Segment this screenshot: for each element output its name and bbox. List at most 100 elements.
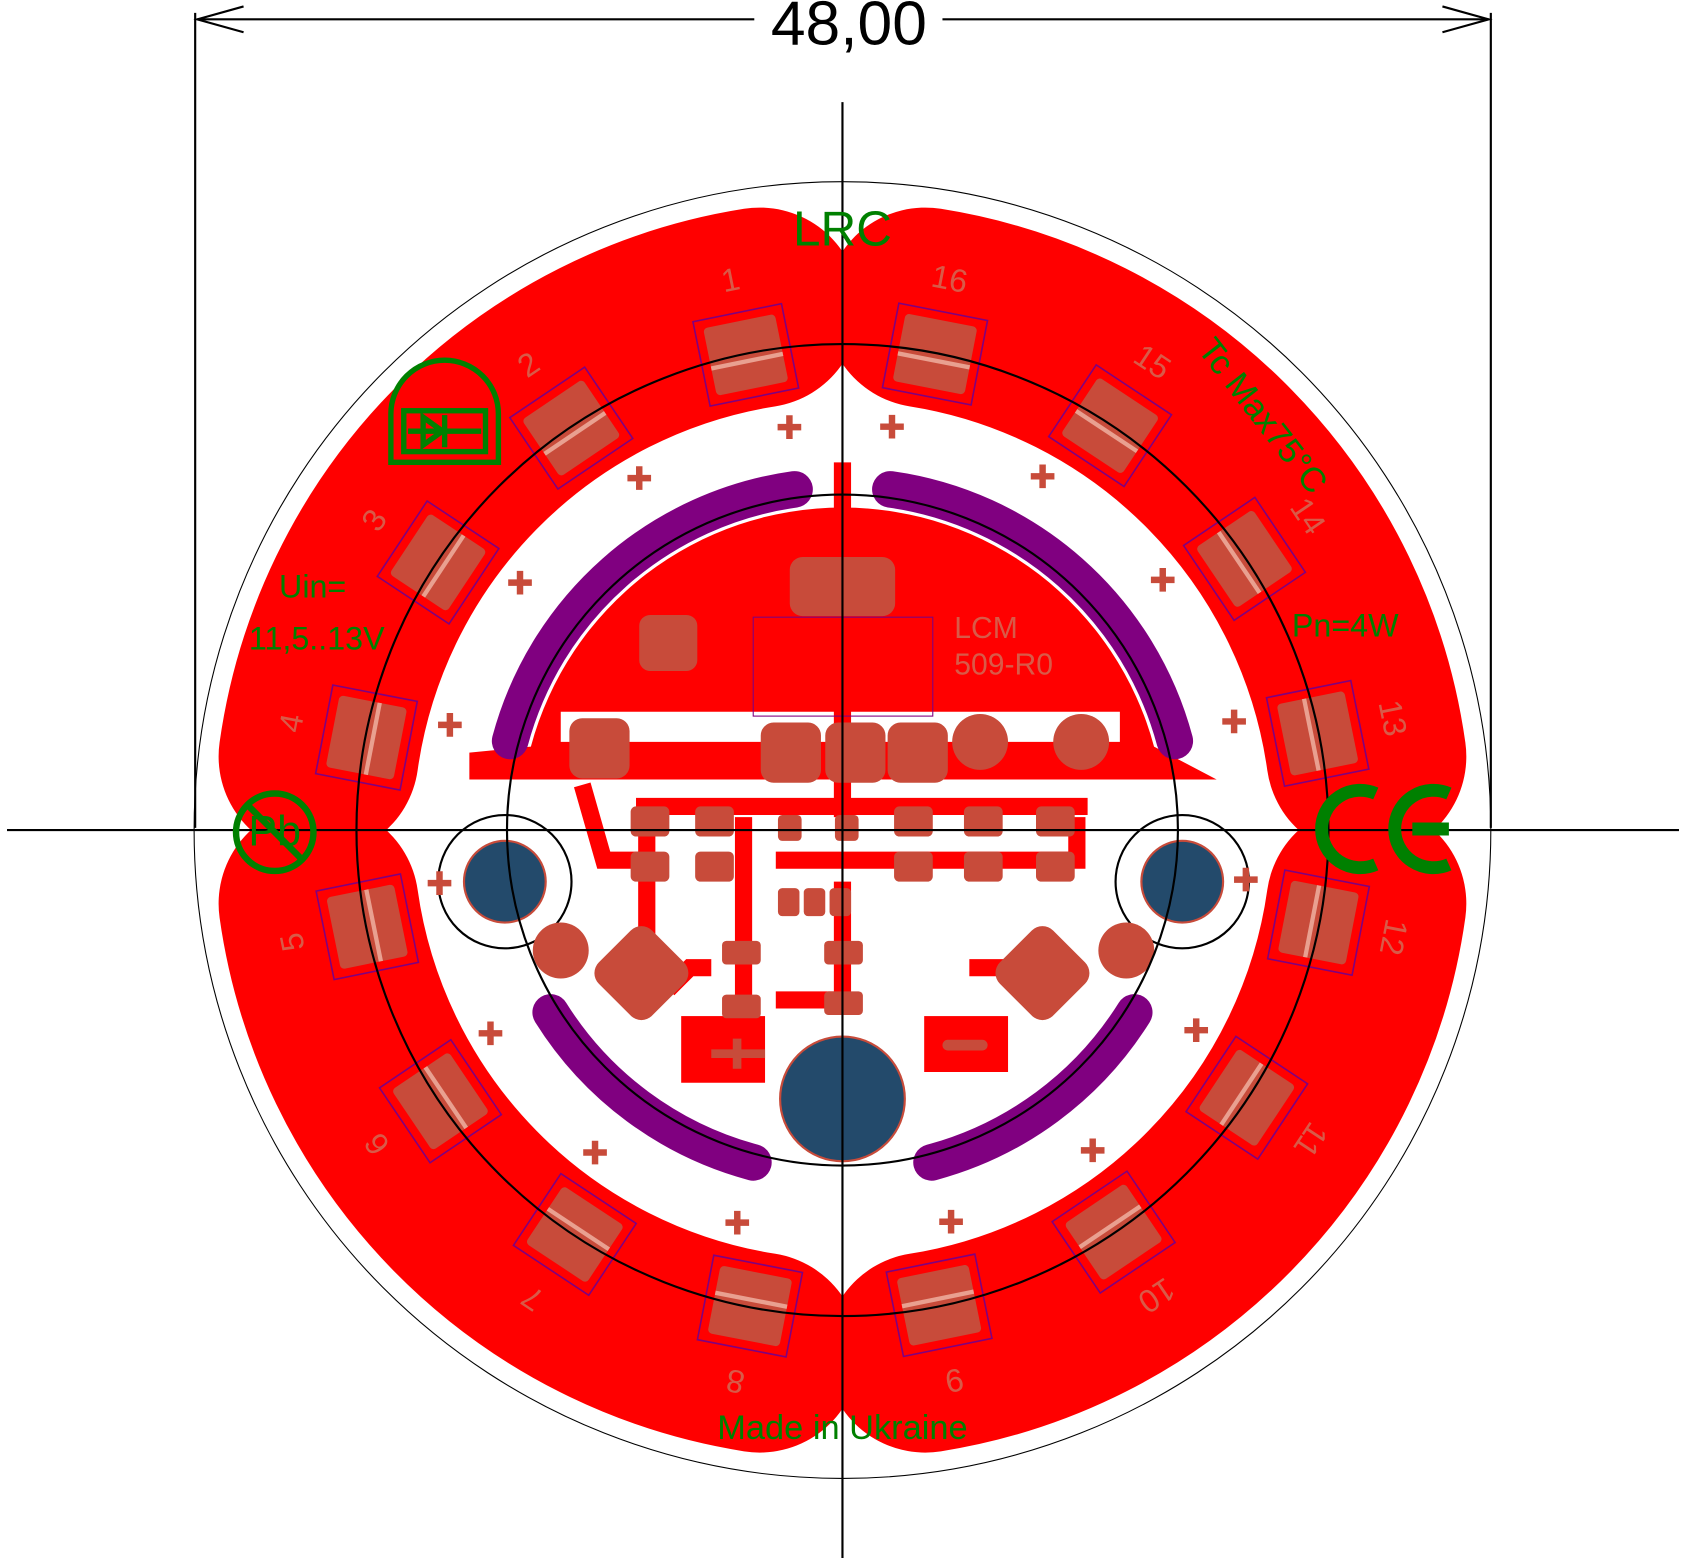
- smd-pad: [963, 851, 1003, 882]
- smd-pad: [803, 888, 826, 917]
- polarity-mark: [427, 871, 452, 895]
- led-number: 13: [1372, 697, 1414, 739]
- smd-pad: [1036, 851, 1075, 882]
- origin-label: Made in Ukraine: [717, 1409, 967, 1447]
- led-pad: [708, 1266, 792, 1347]
- led: [512, 1172, 638, 1297]
- dimension: [193, 5, 1493, 828]
- polarity-mark: [1184, 1018, 1209, 1043]
- smd-pad: [1036, 806, 1075, 837]
- polarity-mark: [1150, 568, 1175, 592]
- led-pad: [1278, 880, 1359, 965]
- smd-pad: [952, 713, 1009, 770]
- polarity-mark: [939, 1209, 963, 1234]
- part-number-line2: 509-R0: [954, 649, 1053, 682]
- smd-pad: [594, 926, 689, 1021]
- lead-free-text: Pb: [248, 808, 301, 856]
- trace: [775, 817, 1086, 869]
- led-pad-gap: [1216, 531, 1262, 595]
- smd-pad: [760, 722, 821, 783]
- polarity-mark: [1222, 709, 1246, 734]
- led-pad-gap: [1303, 885, 1322, 958]
- mounting-hole: [1140, 839, 1225, 924]
- led-pad-gap: [901, 1289, 975, 1309]
- led-pad-gap: [546, 1207, 611, 1252]
- smd-pad: [995, 926, 1090, 1021]
- diode-symbol: [388, 357, 502, 466]
- smd-pad: [630, 851, 670, 882]
- led-pad: [326, 695, 407, 780]
- polarity-mark: [627, 466, 652, 490]
- smd-pad: [630, 806, 670, 837]
- led: [315, 872, 420, 981]
- led-pad-gap: [363, 702, 382, 776]
- led: [508, 366, 634, 491]
- led-pad-gap: [1219, 1062, 1264, 1126]
- part-number-line1: LCM: [954, 612, 1018, 645]
- led-pad: [703, 314, 788, 396]
- polarity-mark: [880, 414, 904, 439]
- led-band: [218, 803, 860, 1453]
- purple-arc: [872, 471, 1194, 760]
- polarity-mark: [1234, 867, 1258, 892]
- led-pad-gap: [1074, 409, 1139, 454]
- voltage-label: Uin=: [279, 569, 346, 605]
- polarity-plus: [711, 1038, 766, 1069]
- smd-pad: [777, 888, 800, 917]
- voltage-range: 11,5..13V: [249, 620, 385, 656]
- purple-arc: [913, 994, 1153, 1181]
- led-pad-gap: [1301, 698, 1321, 771]
- led-number: 16: [929, 258, 971, 300]
- led: [1266, 869, 1371, 977]
- led-pad-gap: [897, 351, 971, 370]
- polarity-mark: [508, 570, 532, 595]
- smd-pad: [777, 815, 802, 841]
- smd-pad: [834, 815, 859, 841]
- led-pad-gap: [364, 889, 383, 962]
- smd-pad: [963, 806, 1003, 837]
- purple-arc: [491, 471, 813, 760]
- mounting-hole: [462, 839, 547, 924]
- purple-arc: [532, 994, 772, 1181]
- led-pad-gap: [423, 1066, 469, 1130]
- smd-pad: [695, 806, 734, 837]
- led-pad-gap: [710, 351, 784, 371]
- led-pad: [893, 314, 977, 395]
- smd-pad: [569, 718, 630, 779]
- smd-pad: [722, 940, 761, 965]
- smd-pad: [722, 994, 761, 1019]
- led-pad-gap: [421, 534, 466, 598]
- dimension-label: 48,00: [771, 0, 927, 58]
- led-pad: [897, 1265, 982, 1346]
- lead-free-symbol: Pb: [232, 790, 317, 875]
- smd-pad: [1098, 922, 1155, 979]
- led-pad-gap: [543, 411, 607, 456]
- led-band: [825, 803, 1467, 1453]
- led-band: [825, 207, 1467, 857]
- polarity-mark: [1030, 464, 1055, 489]
- led-number: 12: [1373, 916, 1415, 958]
- polarity-mark: [725, 1210, 750, 1235]
- ce-mark: [1315, 783, 1452, 875]
- led-pad: [1277, 691, 1358, 776]
- led-pad-gap: [714, 1290, 788, 1309]
- polarity-mark: [1080, 1138, 1105, 1163]
- smd-pad: [894, 806, 933, 837]
- smd-pad: [829, 888, 852, 917]
- led-band: [218, 207, 860, 857]
- smd-pad: [532, 922, 589, 979]
- polarity-mark: [583, 1140, 607, 1165]
- smd-pad: [825, 722, 886, 783]
- polarity-mark: [777, 415, 802, 439]
- logo: LRC: [793, 201, 892, 256]
- led-pad: [327, 884, 408, 969]
- smd-pad: [639, 615, 698, 671]
- smd-pad: [894, 851, 933, 882]
- power-label: Pn=4W: [1292, 607, 1399, 643]
- polarity-mark: [438, 713, 462, 737]
- smd-pad: [1053, 713, 1110, 770]
- polarity-mark: [478, 1021, 503, 1046]
- led-pad-gap: [1078, 1204, 1142, 1249]
